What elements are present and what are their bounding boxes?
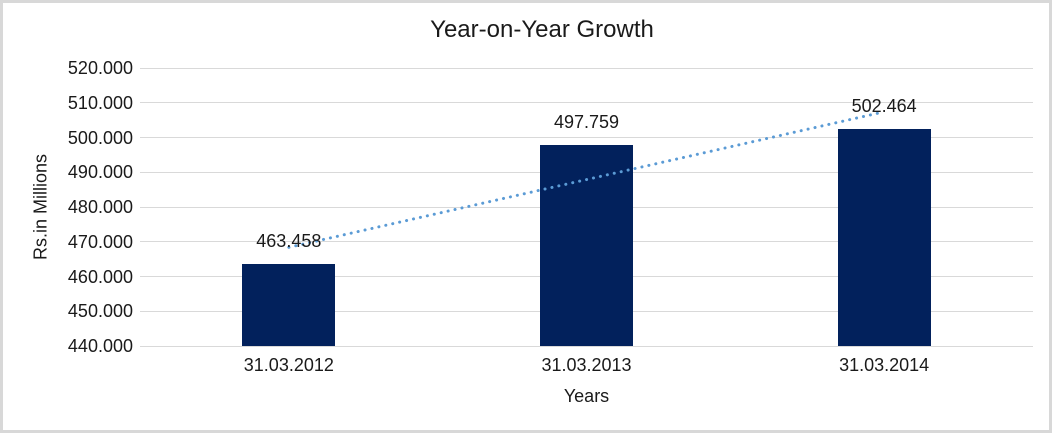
trendline-layer bbox=[287, 110, 886, 249]
trendline bbox=[287, 110, 886, 249]
bar-31.03.2014 bbox=[837, 128, 931, 346]
y-tick-label: 440.000 bbox=[67, 336, 133, 356]
x-axis-category-labels: 31.03.2012 31.03.2013 31.03.2014 bbox=[140, 355, 1033, 377]
bar-value-label: 463.458 bbox=[256, 231, 322, 252]
x-axis-title: Years bbox=[563, 386, 610, 406]
chart-title: Year-on-Year Growth bbox=[430, 16, 654, 43]
gridline bbox=[140, 137, 1033, 138]
gridline bbox=[140, 102, 1033, 104]
bar-value-label: 502.464 bbox=[851, 95, 917, 116]
bar-value-label: 497.759 bbox=[553, 112, 620, 133]
y-tick-label: 450.000 bbox=[67, 301, 133, 322]
y-axis-tick-labels: 440.000 450.000 460.000 470.000 480.000 490.0… bbox=[3, 59, 133, 355]
y-tick-label: 480.000 bbox=[67, 197, 133, 217]
x-category-label: 31.03.2012 bbox=[243, 355, 334, 375]
y-tick-label: 490.000 bbox=[67, 162, 133, 183]
plot-area: 463.458 497.759 502.464 bbox=[140, 67, 1033, 347]
x-category-label: 31.03.2013 bbox=[541, 355, 632, 375]
y-tick-label: 460.000 bbox=[67, 266, 133, 287]
y-tick-label: 520.000 bbox=[67, 58, 133, 78]
y-tick-label: 510.000 bbox=[67, 92, 133, 113]
y-tick-label: 470.000 bbox=[67, 231, 133, 252]
bar-31.03.2012 bbox=[242, 264, 336, 346]
x-category-label: 31.03.2014 bbox=[839, 355, 930, 375]
y-tick-label: 500.000 bbox=[67, 127, 133, 148]
gridline bbox=[140, 67, 1033, 69]
gridline bbox=[140, 345, 1033, 347]
